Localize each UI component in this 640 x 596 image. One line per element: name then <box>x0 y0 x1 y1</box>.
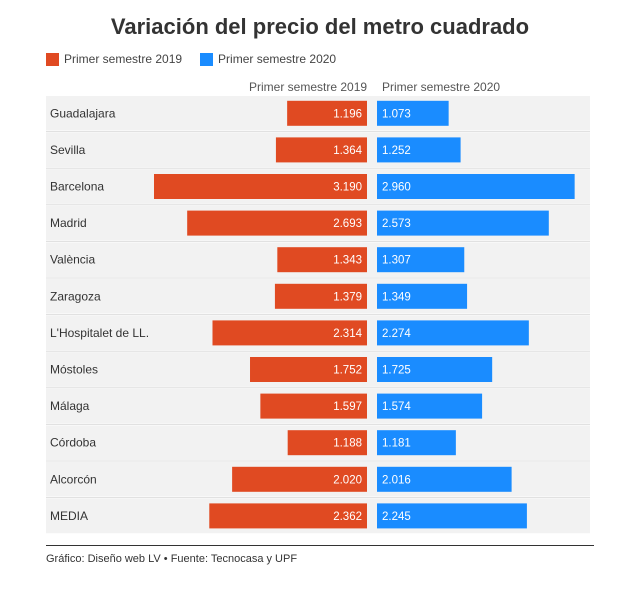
bar-2020 <box>377 210 549 236</box>
bar-2020 <box>377 320 529 346</box>
value-label-2019: 1.379 <box>333 291 362 303</box>
legend: Primer semestre 2019 Primer semestre 202… <box>46 52 354 66</box>
value-label-2020: 2.960 <box>382 182 411 194</box>
bar-2020 <box>377 137 461 163</box>
bar-2019 <box>187 210 367 236</box>
value-label-2019: 1.364 <box>333 145 362 157</box>
value-label-2019: 2.693 <box>333 218 362 230</box>
category-label: Madrid <box>50 216 87 230</box>
value-label-2020: 2.274 <box>382 328 411 340</box>
value-label-2020: 2.245 <box>382 511 411 523</box>
value-label-2019: 1.597 <box>333 401 362 413</box>
bar-2019 <box>250 357 367 382</box>
column-header-2020: Primer semestre 2020 <box>382 80 501 94</box>
value-label-2020: 1.307 <box>382 255 411 267</box>
chart-source-footer: Gráfico: Diseño web LV • Fuente: Tecnoca… <box>46 553 298 565</box>
category-label: Móstoles <box>50 363 98 377</box>
bar-2019 <box>260 393 367 419</box>
legend-item-2020: Primer semestre 2020 <box>200 52 336 66</box>
category-label: Sevilla <box>50 143 86 157</box>
column-header-2019: Primer semestre 2019 <box>249 80 368 94</box>
category-label: L'Hospitalet de LL. <box>50 326 149 340</box>
value-label-2019: 1.196 <box>333 108 362 120</box>
bar-2020 <box>377 357 493 382</box>
category-label: Málaga <box>50 399 90 413</box>
footer-divider <box>46 545 594 546</box>
value-label-2019: 2.020 <box>333 474 362 486</box>
legend-label-2019: Primer semestre 2019 <box>64 52 183 66</box>
bar-2019 <box>232 466 367 492</box>
value-label-2019: 1.752 <box>333 365 362 377</box>
category-label: MEDIA <box>50 509 88 523</box>
bar-2020 <box>377 174 575 199</box>
value-label-2020: 1.349 <box>382 291 411 303</box>
bar-2020 <box>377 466 512 492</box>
bar-2020 <box>377 430 456 456</box>
value-label-2020: 1.574 <box>382 401 411 413</box>
bar-2019 <box>287 430 367 456</box>
bar-2020 <box>377 503 527 529</box>
bar-2019 <box>274 283 367 309</box>
category-label: Alcorcón <box>50 472 97 486</box>
category-label: Guadalajara <box>50 106 116 120</box>
value-label-2020: 1.725 <box>382 365 411 377</box>
bar-2020 <box>377 100 449 126</box>
value-label-2019: 2.362 <box>333 511 362 523</box>
bar-2019 <box>209 503 367 529</box>
category-label: Zaragoza <box>50 289 101 303</box>
bar-2019 <box>275 137 367 163</box>
value-label-2019: 2.314 <box>333 328 362 340</box>
category-label: Córdoba <box>50 436 96 450</box>
value-label-2020: 1.252 <box>382 145 411 157</box>
value-label-2020: 2.573 <box>382 218 411 230</box>
category-label: València <box>50 253 95 267</box>
chart-title: Variación del precio del metro cuadrado <box>110 14 530 39</box>
value-label-2020: 2.016 <box>382 474 411 486</box>
value-label-2019: 3.190 <box>333 182 362 194</box>
bar-2020 <box>377 393 483 419</box>
bar-2019 <box>287 100 367 126</box>
value-label-2020: 1.181 <box>382 438 411 450</box>
legend-swatch-2019 <box>46 52 59 66</box>
legend-label-2020: Primer semestre 2020 <box>218 52 337 66</box>
bar-2019 <box>277 247 367 273</box>
bar-2019 <box>212 320 367 346</box>
bar-2020 <box>377 247 465 273</box>
value-label-2019: 1.188 <box>333 438 362 450</box>
legend-item-2019: Primer semestre 2019 <box>46 52 182 66</box>
value-label-2019: 1.343 <box>333 255 362 267</box>
legend-swatch-2020 <box>200 52 214 66</box>
value-label-2020: 1.073 <box>382 108 411 120</box>
bar-2019 <box>154 174 367 199</box>
category-label: Barcelona <box>50 180 104 194</box>
bar-2020 <box>377 283 468 309</box>
